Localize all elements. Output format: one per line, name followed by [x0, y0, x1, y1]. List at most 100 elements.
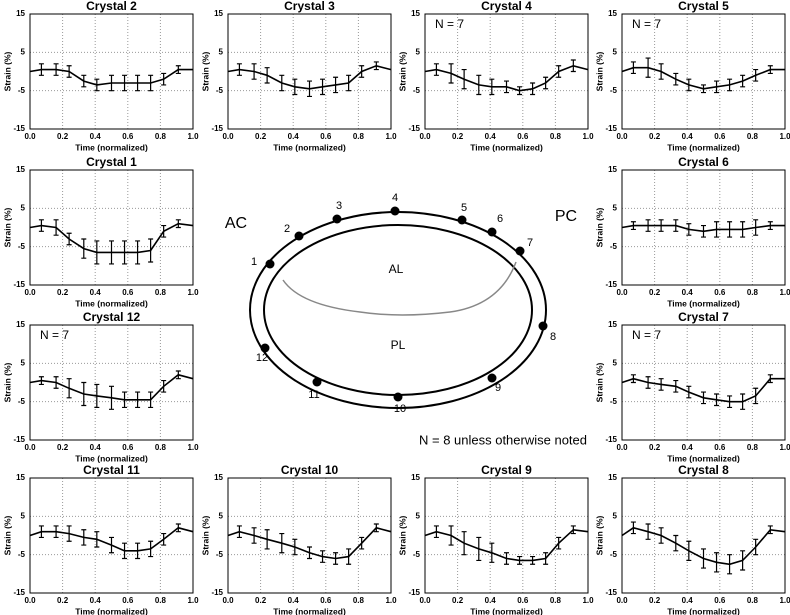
error-bar: [236, 525, 242, 539]
inner-ring: [263, 224, 533, 396]
x-tick-label: 0.4: [288, 596, 300, 605]
x-tick-label: 0.2: [649, 443, 661, 452]
error-bar: [504, 80, 509, 94]
error-bar: [714, 552, 720, 573]
error-bar: [461, 531, 467, 556]
crystal-label: 8: [550, 331, 556, 343]
crystal-marker: [312, 377, 322, 387]
chart-title: Crystal 2: [86, 0, 137, 13]
x-tick-label: 1.0: [385, 596, 397, 605]
x-axis-label: Time (normalized): [470, 142, 543, 152]
y-tick-label: -5: [610, 242, 618, 251]
x-tick-label: 0.2: [57, 288, 69, 297]
y-tick-label: -5: [18, 242, 26, 251]
chart-title: Crystal 12: [83, 310, 141, 324]
y-tick-label: 15: [16, 320, 25, 329]
y-tick-label: -5: [413, 550, 421, 559]
y-tick-label: 15: [214, 9, 223, 18]
x-tick-label: 0.2: [57, 132, 69, 141]
error-bar: [264, 529, 270, 550]
y-tick-label: 5: [21, 358, 26, 367]
error-bar: [740, 221, 746, 238]
error-bar: [714, 393, 720, 407]
x-axis-label: Time (normalized): [75, 298, 148, 308]
crystal-marker: [487, 227, 497, 237]
note: N = 8 unless otherwise noted: [419, 432, 587, 447]
error-bar: [38, 63, 44, 76]
error-bar: [38, 376, 44, 386]
error-bar: [630, 521, 636, 535]
y-axis-label: Strain (%): [200, 515, 210, 555]
y-tick-label: 5: [21, 47, 26, 56]
x-axis-label: Time (normalized): [273, 142, 346, 152]
error-bar: [236, 63, 242, 76]
crystal-marker: [538, 321, 548, 331]
y-tick-label: -15: [408, 588, 420, 597]
error-bar: [543, 552, 549, 565]
chart: -15 -5 5 15 0.0 0.2 0.4 0.6 0.8 1.0 Crystal 11 Time…: [2, 463, 199, 615]
x-tick-label: 0.8: [550, 596, 562, 605]
y-tick-label: 15: [411, 9, 420, 18]
x-tick-label: 0.0: [222, 132, 234, 141]
annotation: N = 7: [40, 328, 69, 342]
x-tick-label: 0.8: [747, 596, 759, 605]
y-tick-label: -15: [13, 280, 25, 289]
error-bar: [740, 393, 746, 410]
chart: -15 -5 5 15 0.0 0.2 0.4 0.6 0.8 1.0 Crystal 12 Time…: [2, 310, 199, 463]
y-tick-label: -5: [610, 86, 618, 95]
error-bar: [461, 68, 467, 90]
x-tick-label: 0.4: [682, 288, 694, 297]
error-bar: [161, 72, 167, 86]
error-bar: [251, 63, 257, 80]
x-tick-label: 0.6: [320, 132, 332, 141]
error-bar: [630, 61, 636, 75]
y-axis-label: Strain (%): [397, 515, 407, 555]
error-bar: [53, 219, 59, 236]
error-bar: [556, 536, 562, 550]
error-bar: [81, 238, 87, 259]
error-bar: [767, 221, 773, 231]
x-tick-label: 0.0: [616, 596, 628, 605]
chart: -15 -5 5 15 0.0 0.2 0.4 0.6 0.8 1.0 Crystal 7 Time …: [594, 310, 790, 463]
error-bar: [148, 238, 154, 263]
y-tick-label: 15: [608, 320, 617, 329]
chart-title: Crystal 10: [281, 463, 339, 477]
error-bar: [686, 78, 692, 92]
error-bar: [530, 82, 536, 96]
x-tick-label: 0.0: [222, 596, 234, 605]
y-tick-label: 5: [613, 511, 618, 520]
y-tick-label: -5: [18, 550, 26, 559]
x-tick-label: 1.0: [779, 596, 790, 605]
y-tick-label: -5: [216, 86, 224, 95]
x-tick-label: 0.0: [24, 443, 36, 452]
x-tick-label: 1.0: [385, 132, 397, 141]
x-tick-label: 0.6: [517, 132, 529, 141]
x-tick-label: 1.0: [187, 596, 199, 605]
crystal-marker: [332, 214, 342, 224]
error-bar: [148, 391, 154, 409]
error-bar: [148, 540, 154, 558]
x-tick-label: 1.0: [582, 596, 594, 605]
error-bar: [251, 527, 257, 544]
crystal-label: 1: [251, 256, 257, 268]
annotation: N = 7: [632, 328, 661, 342]
chart-title: Crystal 7: [678, 310, 729, 324]
x-tick-label: 0.6: [714, 443, 726, 452]
x-tick-label: 0.8: [550, 132, 562, 141]
y-axis-label: Strain (%): [594, 51, 604, 91]
error-bar: [673, 219, 679, 232]
error-bar: [630, 221, 636, 231]
error-bar: [38, 525, 44, 539]
x-tick-label: 1.0: [187, 288, 199, 297]
x-tick-label: 0.0: [24, 596, 36, 605]
crystal-label: 7: [527, 237, 533, 249]
x-tick-label: 0.8: [155, 596, 167, 605]
crystal-marker: [265, 259, 275, 269]
plot-frame: [424, 13, 589, 130]
error-bar: [517, 555, 523, 565]
chart: -15 -5 5 15 0.0 0.2 0.4 0.6 0.8 1.0 Crystal 5 Time …: [594, 0, 790, 152]
y-tick-label: -15: [605, 124, 617, 133]
x-tick-label: 0.4: [90, 132, 102, 141]
